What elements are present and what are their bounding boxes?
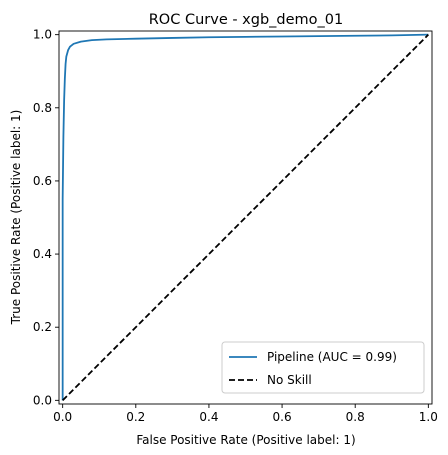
x-tick-label: 0.4 — [199, 410, 218, 424]
legend: Pipeline (AUC = 0.99) No Skill — [221, 341, 425, 394]
y-tick-label: 0.6 — [33, 174, 52, 188]
x-tick-label: 0.6 — [273, 410, 292, 424]
y-tick-label: 0.4 — [33, 247, 52, 261]
y-axis-label: True Positive Rate (Positive label: 1) — [9, 110, 23, 326]
chart-title: ROC Curve - xgb_demo_01 — [149, 12, 344, 28]
plot-frame — [58, 30, 433, 405]
y-tick-label: 0.0 — [33, 393, 52, 407]
y-tick-label: 0.8 — [33, 101, 52, 115]
x-tick-label: 0.8 — [346, 410, 365, 424]
x-tick-label: 1.0 — [419, 410, 438, 424]
plot-area: 0.0 0.2 0.4 0.6 0.8 1.0 0.0 0.2 0.4 0.6 0.8 1.0 — [33, 28, 438, 424]
legend-label-pipeline: Pipeline (AUC = 0.99) — [267, 350, 397, 364]
y-tick-label: 0.2 — [33, 320, 52, 334]
y-tick-label: 1.0 — [33, 28, 52, 42]
x-tick-label: 0.0 — [53, 410, 72, 424]
series-line-pipeline — [61, 33, 429, 401]
x-tick-label: 0.2 — [126, 410, 145, 424]
series-line-no — [62, 34, 429, 401]
legend-box — [221, 341, 425, 394]
x-axis-label: False Positive Rate (Positive label: 1) — [136, 433, 355, 447]
legend-label-no-skill: No Skill — [267, 373, 312, 387]
